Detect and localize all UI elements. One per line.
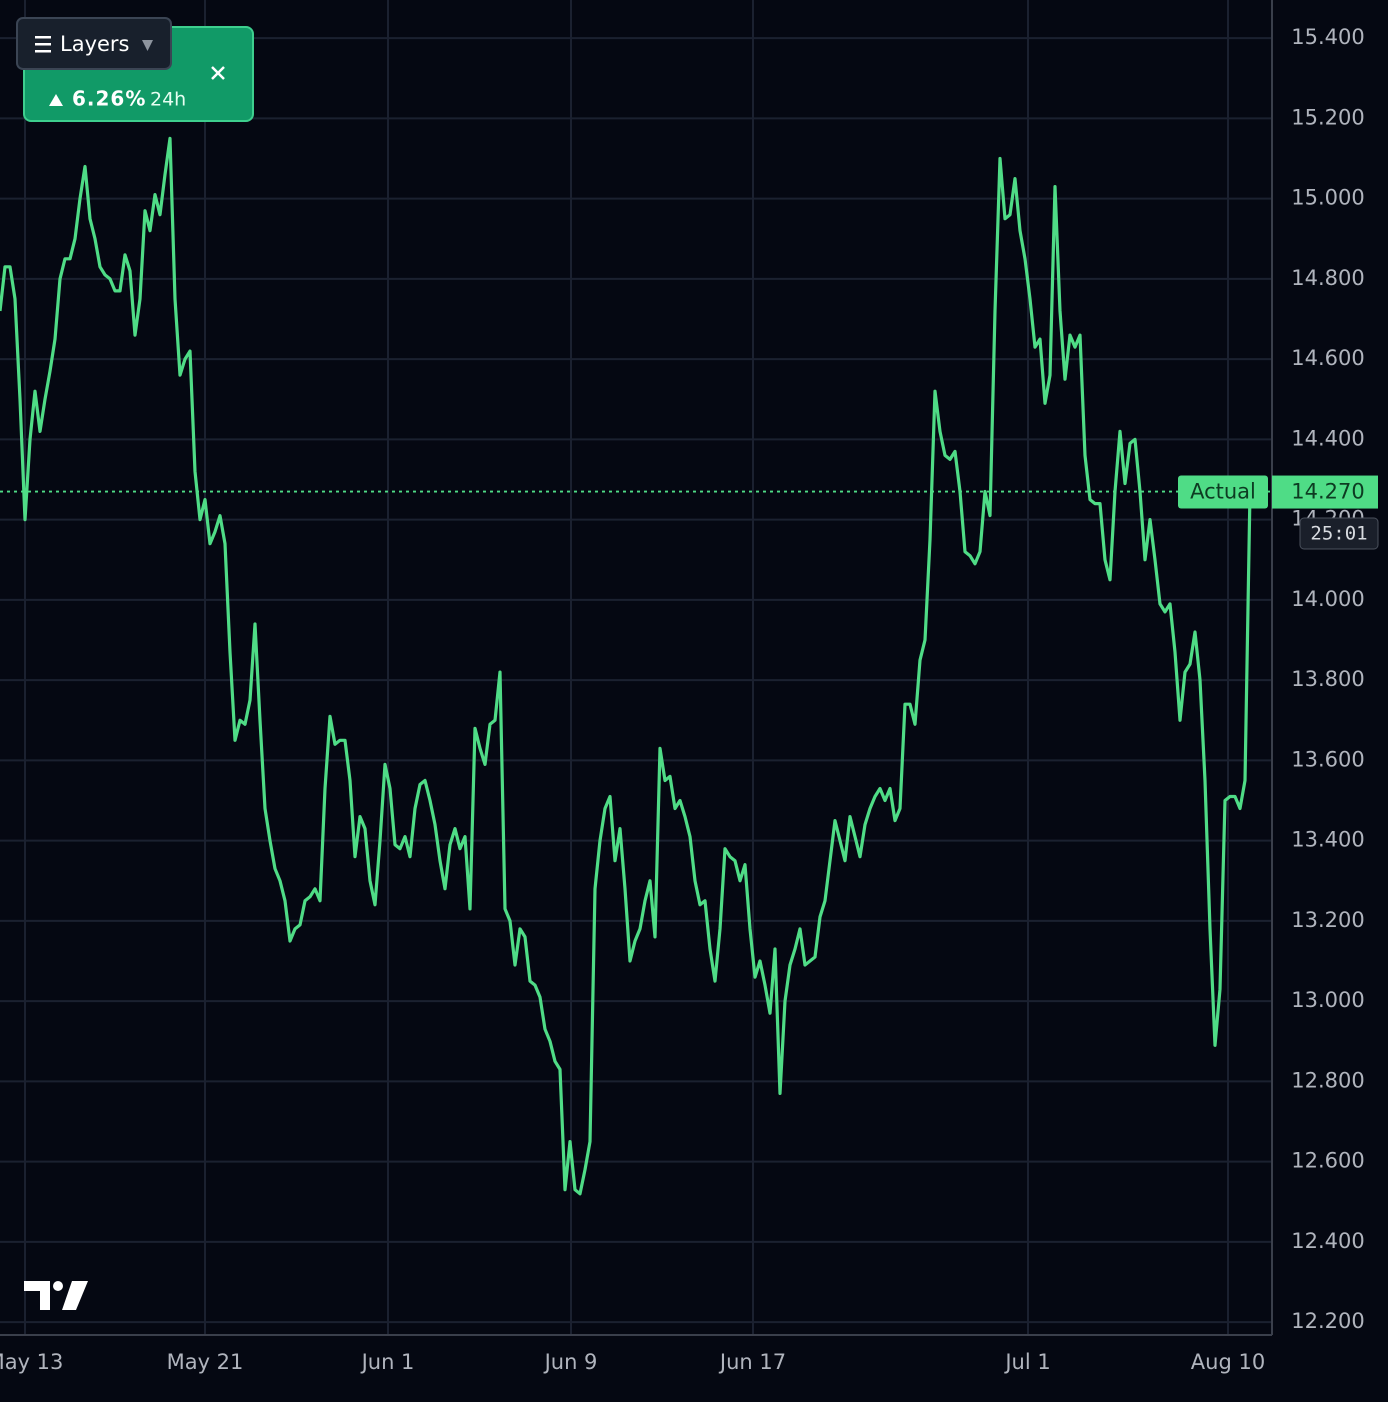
y-tick-label: 13.200 [1291, 908, 1364, 932]
axes: 12.200 12.400 12.600 12.800 13.000 13.200 13.4… [0, 0, 1365, 1374]
y-tick-label: 14.600 [1291, 346, 1364, 370]
x-tick-label: May 13 [0, 1350, 63, 1374]
y-tick-label: 14.400 [1291, 426, 1364, 450]
y-tick-label: 12.400 [1291, 1229, 1364, 1253]
y-tick-label: 14.000 [1291, 587, 1364, 611]
layers-button[interactable]: Layers [16, 17, 172, 70]
y-tick-label: 13.400 [1291, 828, 1364, 852]
countdown-box [1299, 517, 1379, 550]
y-tick-label: 15.400 [1291, 25, 1364, 49]
y-tick-label: 13.600 [1291, 747, 1364, 771]
y-tick-label: 14.800 [1291, 266, 1364, 290]
y-tick-label: 12.200 [1291, 1309, 1364, 1333]
menu-icon [35, 43, 51, 46]
x-tick-label: May 21 [167, 1350, 244, 1374]
overlay: 6.26% 24h Layers 25:01 Actual 14.270 [16, 17, 1379, 1310]
dropdown-arrow [142, 40, 153, 51]
up-arrow [49, 94, 63, 106]
x-tick-label: Jun 1 [360, 1350, 415, 1374]
menu-icon [35, 50, 51, 53]
grid [0, 0, 1272, 1335]
y-tick-label: 13.000 [1291, 988, 1364, 1012]
change-percent: 6.26% [72, 87, 146, 111]
y-tick-label: 12.600 [1291, 1149, 1364, 1173]
menu-icon [35, 36, 51, 39]
x-tick-label: Jul 1 [1003, 1350, 1050, 1374]
x-tick-label: Aug 10 [1191, 1350, 1265, 1374]
price-tag-label: 14.270 [1291, 480, 1364, 504]
y-tick-label: 12.800 [1291, 1068, 1364, 1092]
layers-label: Layers [60, 32, 130, 56]
y-tick-label: 13.800 [1291, 667, 1364, 691]
y-tick-label: 15.000 [1291, 186, 1364, 210]
series-name-tag [1178, 475, 1268, 509]
plot-area [0, 136, 1272, 1196]
change-period: 24h [150, 89, 186, 111]
logo [24, 1281, 88, 1310]
y-tick-label: 15.200 [1291, 105, 1364, 129]
x-tick-label: Jun 9 [543, 1350, 598, 1374]
price-tag [1272, 475, 1378, 509]
layers-button-box [16, 17, 172, 70]
price-line [0, 136, 1252, 1196]
legend-entry: Actual [1190, 480, 1256, 504]
countdown: 25:01 [1310, 523, 1367, 545]
close-button[interactable] [211, 66, 225, 80]
x-tick-label: Jun 17 [718, 1350, 786, 1374]
